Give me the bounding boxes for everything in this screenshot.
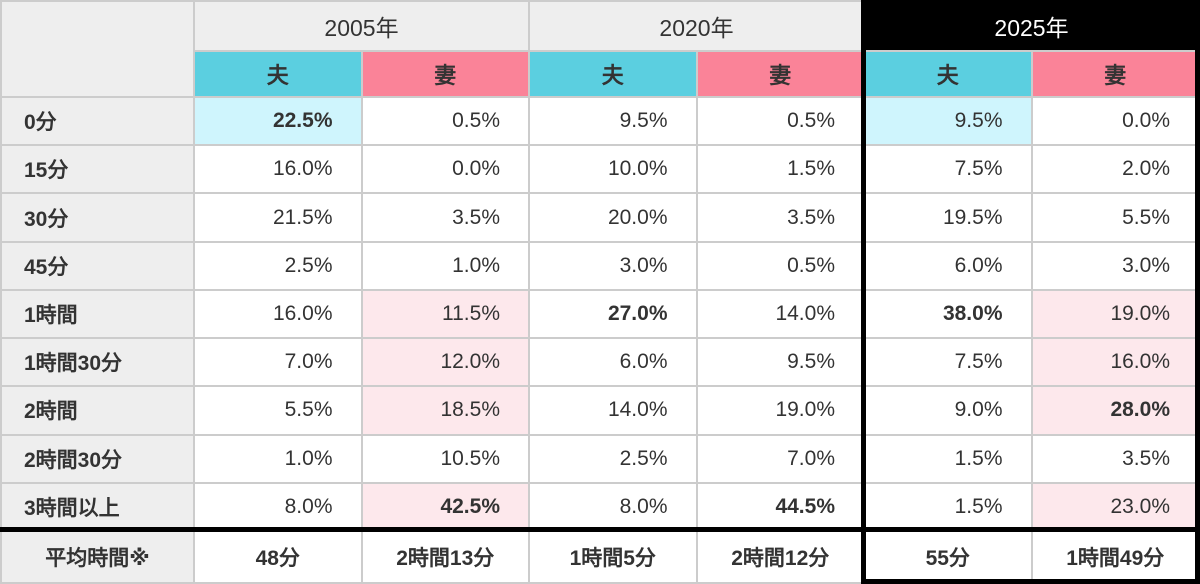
value-cell: 8.0% [530,483,696,530]
value-cell: 6.0% [530,339,696,386]
value-cell: 44.5% [697,483,863,530]
value-cell: 5.5% [195,387,361,434]
row-label: 45分 [2,242,193,289]
value-cell: 10.5% [362,435,528,482]
corner-blank-cell [2,2,193,96]
value-cell: 22.5% [195,98,361,145]
row-label: 1時間30分 [2,339,193,386]
value-cell: 14.0% [530,387,696,434]
value-cell: 18.5% [362,387,528,434]
value-cell: 14.0% [697,290,863,338]
value-cell: 2.0% [1032,146,1198,193]
value-cell: 19.0% [1032,290,1198,338]
value-cell: 2.5% [530,435,696,482]
row-label: 3時間以上 [2,483,193,530]
value-cell: 21.5% [195,194,361,241]
value-cell: 1.0% [195,435,361,482]
average-value-cell: 55分 [865,531,1031,582]
row-label: 1時間 [2,290,193,338]
value-cell: 0.5% [697,98,863,145]
value-cell: 16.0% [195,290,361,338]
year-header-2025: 2025年 [865,2,1198,50]
value-cell: 27.0% [530,290,696,338]
spouse-header-2025-husband: 夫 [865,52,1031,96]
average-value-cell: 1時間49分 [1032,531,1198,582]
value-cell: 19.0% [697,387,863,434]
value-cell: 9.5% [865,98,1031,145]
value-cell: 0.0% [1032,98,1198,145]
row-label: 0分 [2,98,193,145]
spouse-header-2005-husband: 夫 [195,52,361,96]
value-cell: 38.0% [865,290,1031,338]
value-cell: 8.0% [195,483,361,530]
value-cell: 6.0% [865,242,1031,289]
value-cell: 7.0% [195,339,361,386]
value-cell: 0.5% [697,242,863,289]
row-label: 15分 [2,146,193,193]
value-cell: 0.0% [362,146,528,193]
value-cell: 0.5% [362,98,528,145]
value-cell: 3.0% [1032,242,1198,289]
value-cell: 1.0% [362,242,528,289]
average-value-cell: 2時間12分 [697,531,863,582]
value-cell: 1.5% [865,483,1031,530]
value-cell: 3.5% [362,194,528,241]
value-cell: 28.0% [1032,387,1198,434]
value-cell: 12.0% [362,339,528,386]
value-cell: 2.5% [195,242,361,289]
value-cell: 19.5% [865,194,1031,241]
average-row-separator [0,527,1200,532]
spouse-header-2020-husband: 夫 [530,52,696,96]
value-cell: 1.5% [865,435,1031,482]
value-cell: 16.0% [1032,339,1198,386]
row-label: 30分 [2,194,193,241]
average-row-label: 平均時間※ [2,531,193,582]
value-cell: 11.5% [362,290,528,338]
value-cell: 10.0% [530,146,696,193]
row-label: 2時間30分 [2,435,193,482]
value-cell: 3.5% [697,194,863,241]
row-label: 2時間 [2,387,193,434]
value-cell: 7.5% [865,339,1031,386]
average-value-cell: 48分 [195,531,361,582]
value-cell: 9.5% [697,339,863,386]
value-cell: 5.5% [1032,194,1198,241]
value-cell: 23.0% [1032,483,1198,530]
spouse-header-2025-wife: 妻 [1032,52,1198,96]
year-header-2020: 2020年 [530,2,863,50]
year-header-2005: 2005年 [195,2,528,50]
value-cell: 1.5% [697,146,863,193]
average-value-cell: 2時間13分 [362,531,528,582]
value-cell: 9.5% [530,98,696,145]
value-cell: 7.5% [865,146,1031,193]
spouse-header-2020-wife: 妻 [697,52,863,96]
average-value-cell: 1時間5分 [530,531,696,582]
value-cell: 3.5% [1032,435,1198,482]
value-cell: 20.0% [530,194,696,241]
value-cell: 3.0% [530,242,696,289]
value-cell: 16.0% [195,146,361,193]
spouse-header-2005-wife: 妻 [362,52,528,96]
value-cell: 9.0% [865,387,1031,434]
value-cell: 7.0% [697,435,863,482]
value-cell: 42.5% [362,483,528,530]
